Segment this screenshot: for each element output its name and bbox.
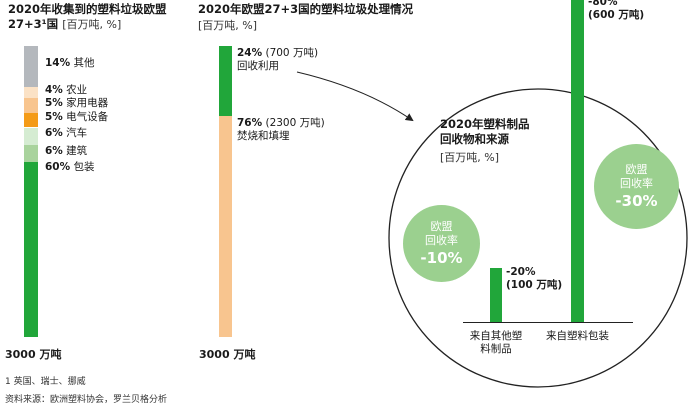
left-bar-segment [24,46,38,87]
left-total: 3000 万吨 [5,348,62,361]
left-stacked-bar [24,46,38,337]
circle-bar-value-label: -20% (100 万吨) [506,266,562,292]
circle-bar-category: 来自塑料包装 [533,330,623,343]
left-segment-pct: 4% [45,83,63,96]
bubble-right-line2: 回收率 [620,176,653,190]
left-segment-pct: 5% [45,96,63,109]
left-segment-pct: 6% [45,144,63,157]
left-title-region: 27+3¹国 [8,17,59,31]
left-segment-name: 汽车 [62,127,88,140]
middle-chart-title: 2020年欧盟27+3国的塑料垃圾处理情况 [198,2,414,16]
middle-segment-label: 24% (700 万吨) 回收利用 [237,47,318,73]
circle-bar-value-line: -20% [506,266,536,278]
left-bar-segment [24,127,38,145]
left-bar-segment [24,98,38,113]
circle-bar-value-line: (100 万吨) [506,279,563,291]
bubble-left-line1: 欧盟 [430,219,453,233]
left-segment-name: 家用电器 [62,96,109,109]
middle-segment-label: 76% (2300 万吨) 焚烧和填埋 [237,117,325,143]
left-segment-pct: 5% [45,111,63,124]
circle-bar [571,0,584,322]
middle-segment-pct-line: 76% (2300 万吨) [237,117,325,130]
left-segment-pct: 60% [45,161,71,174]
middle-bar-segment [219,46,232,116]
circle-title: 2020年塑料制品 回收物和来源 [440,117,530,147]
middle-segment-name: 焚烧和填埋 [237,129,290,142]
bubble-left-line2: 回收率 [425,233,458,247]
footnote-source: 资料来源：欧洲塑料协会，罗兰贝格分析 [5,395,168,405]
left-segment-pct: 14% [45,57,71,70]
middle-segment-amount: (2300 万吨) [262,116,325,129]
middle-unit: [百万吨, %] [198,19,258,32]
circle-bar-value-label: -80% (600 万吨) [588,0,644,22]
circle-title-line2: 回收物和来源 [440,132,509,146]
left-bar-segment [24,86,38,99]
left-bar-segment [24,162,38,337]
circle-bar-category-line: 料制品 [480,343,512,355]
bubble-right-value: -30% [615,191,658,210]
left-segment-name: 电气设备 [62,111,109,124]
left-segment-label: 5% 家用电器 [45,97,108,110]
left-segment-name: 建筑 [62,144,88,157]
recycling-rate-bubble-other: 欧盟 回收率 -10% [403,205,480,282]
middle-segment-name: 回收利用 [237,60,279,72]
circle-bar-value-line: (600 万吨) [588,9,645,21]
left-unit: [百万吨, %] [62,18,122,31]
left-segment-label: 60% 包装 [45,161,94,174]
circle-bar-category: 来自其他塑 料制品 [451,330,541,356]
circle-baseline [463,322,633,323]
circle-bar-category-line: 来自其他塑 [469,330,523,342]
callout-arrow [296,71,414,122]
middle-bar-segment [219,115,232,337]
left-bar-segment [24,112,38,128]
left-segment-pct: 6% [45,127,63,140]
middle-segment-pct-line: 24% (700 万吨) [237,47,318,60]
bubble-right-line1: 欧盟 [625,162,648,176]
circle-title-line1: 2020年塑料制品 [440,117,530,131]
middle-segment-pct: 76% [237,116,263,129]
circle-bar-value-line: -80% [588,0,618,8]
circle-bar [490,268,502,322]
middle-segment-amount: (700 万吨) [262,47,319,59]
footnote-countries: 1 英国、瑞士、挪威 [5,377,86,387]
left-segment-name: 包装 [70,161,95,174]
left-chart-title: 2020年收集到的塑料垃圾欧盟 27+3¹国 [百万吨, %] [8,2,167,32]
bubble-left-value: -10% [420,248,463,267]
left-segment-label: 6% 汽车 [45,127,87,140]
left-segment-label: 14% 其他 [45,57,94,70]
left-segment-name: 其他 [70,57,95,70]
left-segment-label: 6% 建筑 [45,145,87,158]
middle-segment-pct: 24% [237,47,263,59]
left-segment-label: 5% 电气设备 [45,111,108,124]
middle-total: 3000 万吨 [199,348,256,361]
left-title-line2: 27+3¹国 [百万吨, %] [8,17,167,32]
circle-unit: [百万吨, %] [440,151,500,164]
callout-circle [388,88,688,388]
middle-stacked-bar [219,46,232,337]
circle-bar-category-line: 来自塑料包装 [546,330,609,342]
left-segment-label: 4% 农业 [45,84,87,97]
left-segment-name: 农业 [62,83,88,96]
left-bar-segment [24,144,38,163]
recycling-rate-bubble-packaging: 欧盟 回收率 -30% [594,144,679,229]
left-title-line1: 2020年收集到的塑料垃圾欧盟 [8,2,167,16]
